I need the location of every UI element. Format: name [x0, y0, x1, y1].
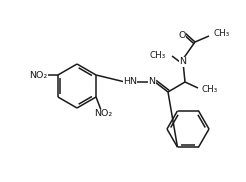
- Text: N: N: [149, 78, 155, 86]
- Text: NO₂: NO₂: [29, 70, 47, 80]
- Text: N: N: [180, 58, 186, 66]
- Text: O: O: [178, 31, 186, 39]
- Text: NO₂: NO₂: [94, 110, 112, 118]
- Text: CH₃: CH₃: [213, 29, 229, 39]
- Text: CH₃: CH₃: [150, 52, 166, 60]
- Text: CH₃: CH₃: [202, 86, 218, 94]
- Text: HN: HN: [123, 78, 137, 86]
